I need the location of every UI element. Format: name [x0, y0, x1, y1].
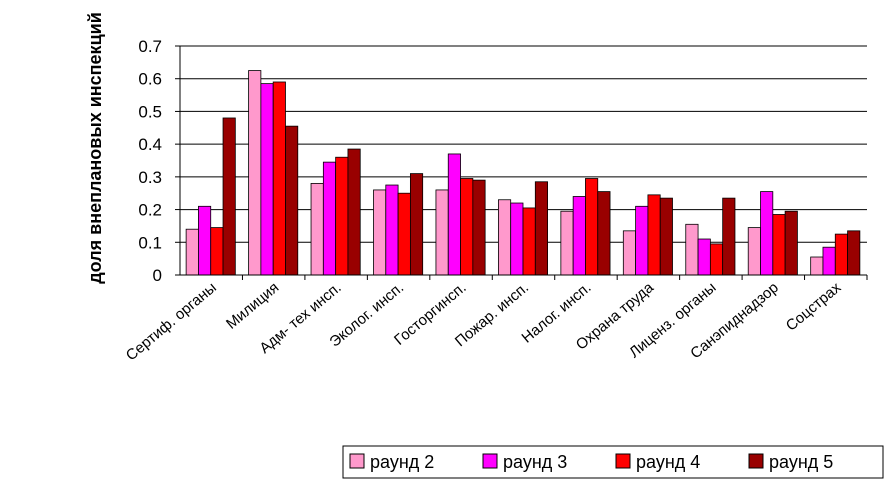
bar [385, 184, 399, 276]
x-tick-label: Соцстрах [783, 279, 845, 335]
bar [622, 230, 637, 276]
bar [497, 199, 512, 276]
bar [760, 191, 774, 276]
legend-label: раунд 2 [370, 452, 434, 472]
bar [647, 194, 661, 276]
bar [373, 189, 387, 276]
bar [597, 191, 611, 276]
bar [409, 173, 424, 276]
bar [335, 156, 349, 276]
bar [185, 228, 199, 276]
bar [572, 196, 586, 276]
bar [522, 207, 536, 276]
legend: раунд 2 раунд 3 раунд 4 раунд 5 [342, 445, 884, 479]
bar [322, 161, 337, 276]
legend-label: раунд 5 [769, 452, 833, 472]
bar [272, 81, 286, 276]
y-axis-title: доля внеплановых инспекций [85, 12, 105, 284]
bar [260, 83, 274, 276]
bar [585, 178, 599, 276]
bar [435, 189, 449, 276]
bar [709, 243, 724, 276]
legend-swatch [349, 453, 365, 469]
bar [697, 238, 711, 276]
bar [784, 210, 798, 276]
legend-swatch [615, 453, 631, 469]
x-tick-label: Милиция [223, 279, 282, 333]
bar [285, 125, 299, 276]
bar [534, 181, 548, 276]
y-tick-label: 0.4 [138, 135, 162, 154]
bar [659, 197, 673, 276]
y-tick-label: 0.5 [138, 102, 162, 121]
legend-label: раунд 4 [636, 452, 700, 472]
bar [310, 182, 324, 276]
legend-swatch [482, 453, 498, 469]
legend-box [342, 445, 884, 479]
axes [175, 45, 868, 280]
x-tick-label: Сертиф. органы [123, 279, 220, 364]
bar [198, 205, 212, 276]
y-tick-label: 0 [153, 266, 162, 285]
bar [772, 214, 786, 276]
bar [822, 246, 836, 276]
bar [747, 227, 761, 276]
bar [248, 70, 262, 276]
bar [347, 148, 361, 276]
bar [722, 197, 736, 276]
bar [560, 210, 574, 276]
bar [635, 205, 649, 276]
bar [510, 202, 524, 276]
y-tick-label: 0.2 [138, 201, 162, 220]
bar [810, 256, 824, 276]
y-tick-label: 0.3 [138, 168, 162, 187]
bars [185, 70, 861, 276]
bar [222, 117, 236, 276]
bar [685, 223, 699, 276]
bar [834, 233, 848, 276]
bar [472, 179, 486, 276]
bar [397, 192, 411, 276]
legend-label: раунд 3 [503, 452, 567, 472]
bar [847, 230, 861, 276]
y-tick-label: 0.1 [138, 233, 162, 252]
bar [447, 153, 461, 276]
y-tick-label: 0.7 [138, 37, 162, 56]
bar [460, 178, 474, 276]
y-tick-label: 0.6 [138, 70, 162, 89]
legend-swatch [748, 453, 764, 469]
bar [210, 227, 224, 276]
